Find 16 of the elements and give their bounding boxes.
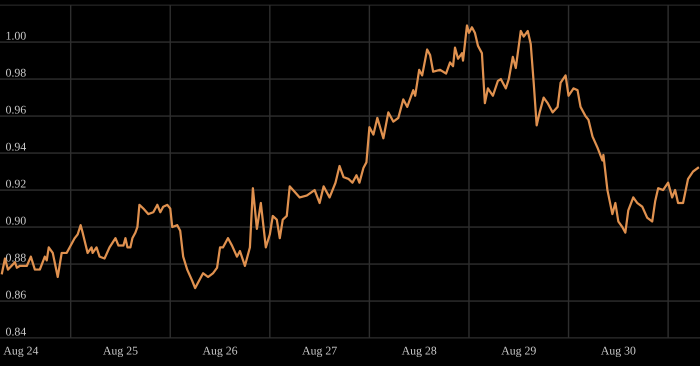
y-tick-label: 0.94 [6,142,26,151]
y-tick-label: 0.88 [6,254,26,262]
y-tick-label: 0.84 [6,328,26,336]
y-tick-label: 0.86 [6,290,26,299]
x-tick-label: Aug 25 [103,346,138,358]
x-tick-label: Aug 24 [3,346,38,358]
y-tick-label: 0.90 [6,216,26,225]
x-tick-label: Aug 28 [402,346,436,358]
x-tick-label: Aug 26 [202,346,238,358]
y-tick-label: 0.92 [6,180,26,188]
x-tick-label: Aug 29 [501,346,536,358]
y-tick-label: 0.98 [6,68,26,77]
x-tick-label: Aug 30 [600,346,636,358]
x-tick-label: Aug 27 [302,346,337,358]
y-tick-label: 0.96 [6,106,26,114]
y-tick-label: 1.00 [6,32,26,40]
